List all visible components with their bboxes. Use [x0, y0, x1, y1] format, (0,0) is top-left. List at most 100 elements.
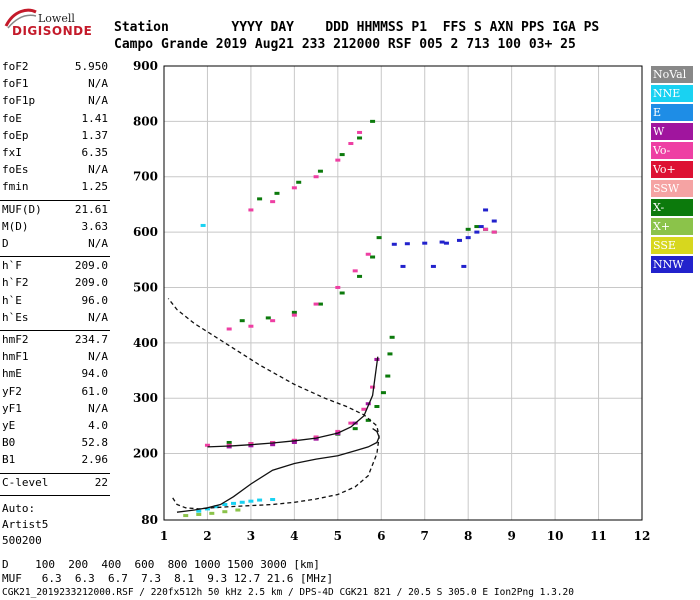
trace-point-nne — [270, 498, 276, 502]
param-row-d: D N/A — [2, 237, 108, 254]
param-key: C-level — [2, 475, 49, 489]
trace-point-x — [239, 319, 245, 323]
trace-point-vo — [483, 227, 489, 231]
param-value: 94.0 — [81, 367, 109, 381]
param-row-yf2: yF2 61.0 — [2, 385, 108, 402]
trace-point-x — [465, 227, 471, 231]
param-value: 96.0 — [81, 293, 109, 307]
trace-point-vo — [335, 429, 341, 433]
x-tick-label: 11 — [590, 529, 607, 543]
x-tick-label: 7 — [421, 529, 429, 543]
panel-divider — [0, 199, 110, 201]
trace-point-nnw — [422, 241, 428, 245]
param-row-hes: h`Es N/A — [2, 311, 108, 328]
param-row-hf2: h`F2 209.0 — [2, 276, 108, 293]
trace-point-vo — [291, 313, 297, 317]
legend-item-nnw: NNW — [651, 256, 693, 273]
legend-item-vo: Vo+ — [651, 161, 693, 178]
param-row-he: h`E 96.0 — [2, 294, 108, 311]
trace-point-nnw — [465, 236, 471, 240]
header-row-labels: Station YYYY DAY DDD HHMMSS P1 FFS S AXN… — [114, 20, 600, 35]
param-value: 1.25 — [81, 180, 109, 194]
trace-point-x — [265, 316, 271, 320]
trace-point-vo — [357, 130, 363, 134]
param-row-ye: yE 4.0 — [2, 419, 108, 436]
trace-point-vo — [348, 421, 354, 425]
legend-item-w: W — [651, 123, 693, 140]
param-row-md: M(D) 3.63 — [2, 220, 108, 237]
trace-point-x — [370, 255, 376, 259]
param-key: fxI — [2, 146, 22, 159]
logo-digisonde-text: DIGISONDE — [12, 24, 93, 38]
logo-swoosh-icon — [4, 8, 37, 29]
trace-point-x — [209, 511, 215, 515]
logo-lowell-text: Lowell — [38, 12, 75, 25]
trace-point-vo — [335, 285, 341, 289]
legend-item-ssw: SSW — [651, 180, 693, 197]
trace-point-x — [291, 310, 297, 314]
x-tick-label: 1 — [160, 529, 168, 543]
param-row-hf: h`F 209.0 — [2, 259, 108, 276]
param-row-fof2: foF2 5.950 — [2, 60, 108, 77]
trace-point-nnw — [456, 238, 462, 242]
y-tick-label: 400 — [133, 336, 158, 350]
trace-point-x — [257, 197, 263, 201]
trace-point-vo — [335, 158, 341, 162]
param-row-foep: foEp 1.37 — [2, 129, 108, 146]
param-value: N/A — [88, 77, 108, 91]
param-value: 22 — [94, 475, 108, 489]
param-key: fmin — [2, 180, 29, 194]
trace-point-nnw — [474, 230, 480, 234]
param-row-foe: foE 1.41 — [2, 112, 108, 129]
param-value: N/A — [88, 350, 108, 364]
trace-point-x — [183, 514, 189, 518]
trace-point-nnw — [443, 241, 449, 245]
trace-point-x — [274, 191, 280, 195]
legend-item-x: X- — [651, 199, 693, 216]
param-row-foes: foEs N/A — [2, 163, 108, 180]
trace-point-x — [370, 119, 376, 123]
param-key: foF1 — [2, 77, 29, 91]
trace-point-nne — [222, 502, 228, 506]
trace-point-vo — [248, 324, 254, 328]
y-tick-label: 200 — [133, 447, 158, 461]
param-row-hme: hmE 94.0 — [2, 367, 108, 384]
digisonde-logo — [4, 6, 74, 46]
legend-item-sse: SSE — [651, 237, 693, 254]
trace-point-vo — [361, 407, 367, 411]
x-tick-label: 8 — [464, 529, 472, 543]
trace-point-w — [291, 440, 297, 444]
param-key: foEp — [2, 128, 29, 142]
param-value: N/A — [88, 310, 108, 324]
param-key: foEs — [2, 163, 29, 177]
param-key: yF2 — [2, 384, 22, 398]
trace-point-nnw — [478, 225, 484, 229]
trace-point-vo — [270, 200, 276, 204]
series-line-profile — [176, 428, 380, 513]
legend-item-nne: NNE — [651, 85, 693, 102]
trace-point-vo — [204, 443, 210, 447]
trace-point-x — [380, 391, 386, 395]
trace-point-vo — [313, 175, 319, 179]
trace-point-w — [270, 443, 276, 447]
trace-point-nnw — [430, 264, 436, 268]
trace-point-x — [385, 374, 391, 378]
param-row-mufd: MUF(D) 21.61 — [2, 203, 108, 220]
footer-file-info: CGK21_2019233212000.RSF / 220fx512h 50 k… — [2, 587, 574, 598]
trace-point-x — [352, 427, 358, 431]
param-row-yf1: yF1 N/A — [2, 402, 108, 419]
panel-divider — [0, 494, 110, 496]
panel-divider — [0, 256, 110, 258]
trace-point-x — [235, 508, 241, 512]
x-tick-label: 2 — [203, 529, 211, 543]
param-row-fmin: fmin 1.25 — [2, 180, 108, 197]
trace-point-nnw — [400, 264, 406, 268]
panel-divider — [0, 472, 110, 474]
y-tick-label: 500 — [133, 280, 158, 294]
trace-point-nnw — [439, 240, 445, 244]
param-key: yF1 — [2, 401, 22, 415]
legend-item-e: E — [651, 104, 693, 121]
param-key: hmE — [2, 367, 22, 381]
param-key: h`E — [2, 293, 22, 307]
trace-point-vo — [313, 302, 319, 306]
